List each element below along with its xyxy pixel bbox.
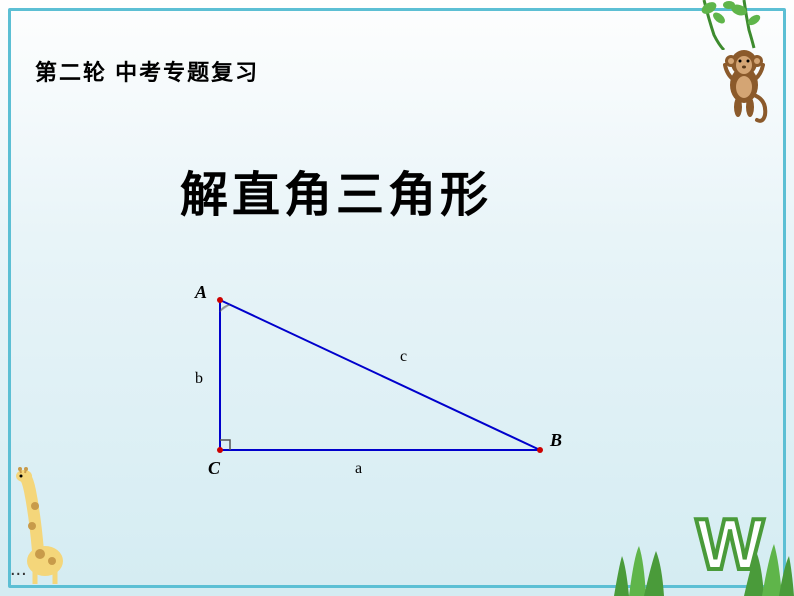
- vertex-b-label: B: [550, 430, 562, 451]
- side-c-label: c: [400, 348, 407, 366]
- angle-a-marker: [220, 305, 230, 312]
- vertex-b-point: [537, 447, 543, 453]
- main-title: 解直角三角形: [180, 155, 492, 225]
- vertex-a-label: A: [195, 282, 207, 303]
- triangle-diagram: A B C a b c: [170, 290, 590, 490]
- side-c-line: [220, 300, 540, 450]
- vertex-c-point: [217, 447, 223, 453]
- vertex-a-point: [217, 297, 223, 303]
- side-b-label: b: [195, 370, 203, 388]
- subtitle-text: 第二轮 中考专题复习: [35, 55, 259, 87]
- side-a-label: a: [355, 460, 362, 478]
- vertex-c-label: C: [208, 458, 220, 479]
- content-area: 第二轮 中考专题复习 解直角三角形 A B C a b c: [0, 0, 794, 596]
